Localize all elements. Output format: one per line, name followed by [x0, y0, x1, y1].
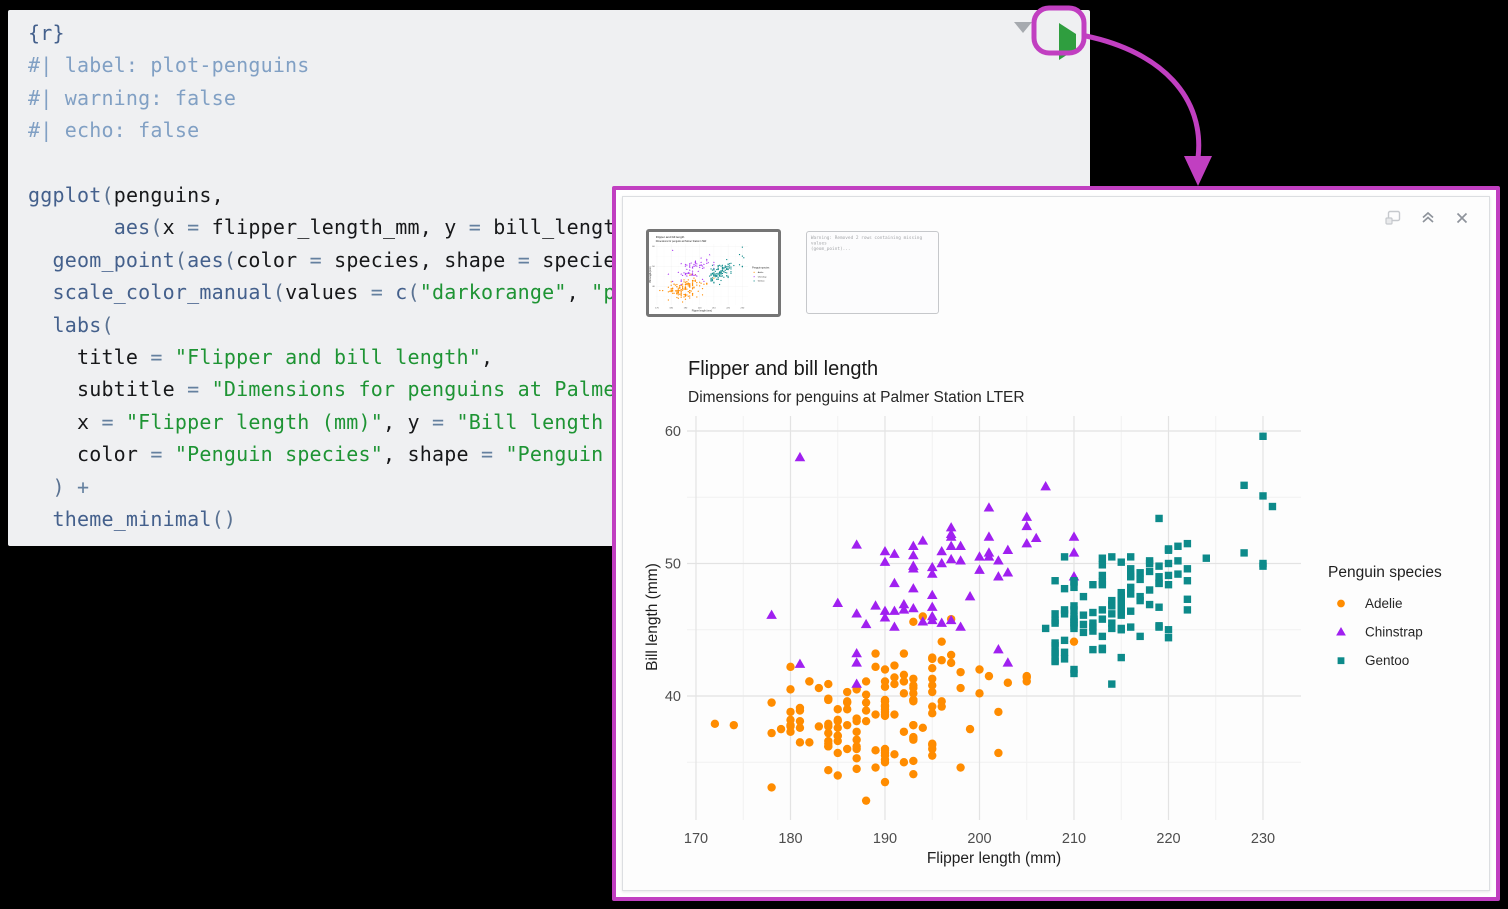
code-line: ggplot(penguins, [28, 183, 224, 208]
output-thumbnail-plot[interactable] [646, 229, 781, 317]
run-chunk-button[interactable] [1057, 22, 1077, 60]
chunk-output-inner-panel: Warning: Removed 2 rows containing missi… [622, 196, 1490, 891]
code-line: ) + [28, 474, 90, 499]
arrow-head-icon [1184, 156, 1212, 186]
collapse-button[interactable] [1418, 208, 1438, 227]
svg-text:Flipper and bill length: Flipper and bill length [688, 358, 878, 380]
svg-text:60: 60 [665, 424, 681, 440]
svg-text:170: 170 [684, 831, 708, 847]
run-chunk-icon [1058, 22, 1076, 60]
svg-text:180: 180 [778, 831, 802, 847]
svg-text:50: 50 [665, 557, 681, 573]
code-line: {r} [28, 21, 65, 45]
popout-icon [1385, 210, 1401, 225]
output-thumbnail-warning[interactable]: Warning: Removed 2 rows containing missi… [806, 231, 939, 314]
svg-text:230: 230 [1251, 831, 1275, 847]
popout-button[interactable] [1383, 208, 1403, 227]
code-line: #| echo: false [28, 118, 200, 143]
svg-text:Flipper length (mm): Flipper length (mm) [927, 850, 1061, 867]
svg-text:Gentoo: Gentoo [1365, 653, 1409, 668]
window-controls [1383, 208, 1471, 227]
svg-text:40: 40 [665, 689, 681, 705]
svg-text:Bill length (mm): Bill length (mm) [644, 563, 661, 671]
svg-text:Dimensions for penguins at Pal: Dimensions for penguins at Palmer Statio… [688, 389, 1025, 406]
close-icon [1456, 212, 1468, 223]
code-line [28, 147, 848, 179]
svg-text:210: 210 [1062, 831, 1086, 847]
warning-text: Warning: Removed 2 rows containing missi… [810, 235, 923, 252]
curved-arrow [1083, 33, 1202, 161]
svg-text:Adelie: Adelie [1365, 596, 1403, 611]
run-all-chunks-above-icon [1014, 21, 1032, 48]
svg-text:Penguin species: Penguin species [1328, 564, 1442, 581]
close-button[interactable] [1453, 209, 1471, 227]
svg-text:220: 220 [1156, 831, 1180, 847]
code-line: title = "Flipper and bill length", [28, 345, 494, 370]
chunk-output-window: Warning: Removed 2 rows containing missi… [612, 186, 1500, 901]
svg-text:190: 190 [873, 831, 897, 847]
code-line: labs( [52, 312, 114, 337]
svg-text:200: 200 [967, 831, 991, 847]
code-line: #| label: plot-penguins [28, 53, 310, 78]
svg-text:Chinstrap: Chinstrap [1365, 625, 1423, 640]
code-line: #| warning: false [28, 85, 237, 110]
code-line: theme_minimal() [52, 507, 237, 532]
collapse-icon [1422, 211, 1434, 223]
run-all-chunks-above-button[interactable] [1012, 21, 1034, 50]
penguins-scatter-plot: 170 180 190 200 210 220 230 40 50 60 Flipper and b… [644, 358, 1442, 867]
